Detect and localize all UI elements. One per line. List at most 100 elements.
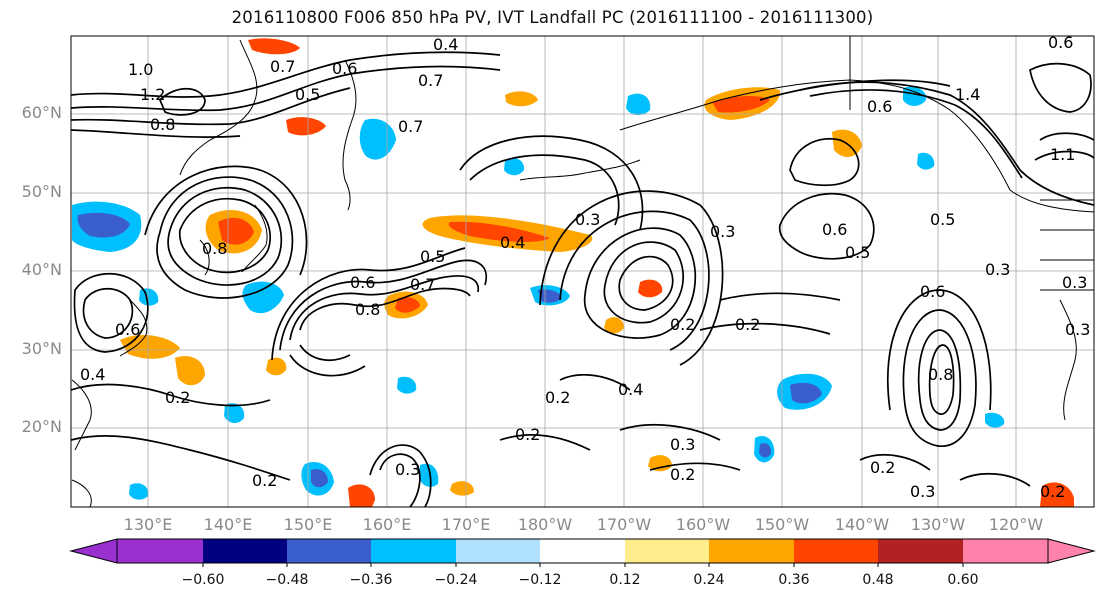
- negative-anomaly-patch: [759, 443, 772, 458]
- contour-label: 0.3: [910, 482, 935, 501]
- contour-label: 0.6: [822, 220, 847, 239]
- contour-label: 0.6: [115, 320, 140, 339]
- positive-anomaly-patch: [604, 317, 624, 334]
- positive-anomaly-patch: [1040, 482, 1074, 507]
- negative-anomaly-patch: [504, 158, 525, 176]
- contour-label: 0.2: [670, 465, 695, 484]
- map-frame: [70, 35, 1095, 508]
- contour-label: 0.3: [1062, 273, 1087, 292]
- contour-label: 0.2: [670, 315, 695, 334]
- positive-anomaly-patch: [638, 279, 663, 298]
- colorbar-tick-label: 0.36: [778, 572, 810, 588]
- colorbar-tick-label: −0.48: [265, 572, 309, 588]
- positive-anomaly-patch: [450, 481, 474, 496]
- positive-anomaly-patch: [712, 96, 770, 113]
- contour-label: 0.5: [930, 210, 955, 229]
- contour-lines: [71, 51, 1094, 507]
- contour-label: 0.3: [1065, 320, 1090, 339]
- negative-anomaly-patch: [224, 403, 245, 424]
- contour-label: 0.8: [202, 239, 227, 258]
- contour-label: 1.0: [128, 60, 153, 79]
- negative-anomaly-patch: [538, 289, 562, 303]
- lon-label: 160°W: [675, 515, 731, 534]
- lon-label: 130°W: [910, 515, 966, 534]
- contour-label: 0.3: [985, 260, 1010, 279]
- positive-anomaly-patch: [286, 117, 326, 136]
- contour-value-labels: 1.0 0.7 0.4 0.7 0.6 0.5 0.8 1.2 0.7 0.3 …: [80, 35, 1090, 501]
- colorbar-segment: [878, 539, 963, 563]
- colorbar-segment: [287, 539, 371, 563]
- colorbar-segment: [456, 539, 540, 563]
- colorbar-segment: [117, 539, 203, 563]
- colorbar-segment: [625, 539, 709, 563]
- contour-label: 0.6: [920, 282, 945, 301]
- colorbar-frame: [116, 538, 1049, 564]
- lat-label-20n: 20°N: [21, 417, 62, 436]
- negative-anomaly-patch: [397, 376, 417, 394]
- contour-label: 0.4: [618, 380, 643, 399]
- colorbar-tick-label: 0.60: [947, 572, 979, 588]
- positive-anomaly-patch: [448, 221, 550, 242]
- colorbar-segment: [371, 539, 456, 563]
- colorbar-min-extension: [69, 538, 118, 564]
- negative-anomaly-patch: [129, 483, 149, 500]
- positive-anomaly-patch: [248, 38, 300, 55]
- contour-label: 0.5: [845, 243, 870, 262]
- colorbar: [69, 538, 1096, 567]
- contour-label: 0.8: [355, 300, 380, 319]
- contour-label: 0.7: [418, 71, 443, 90]
- contour-label: 0.4: [433, 35, 458, 54]
- contour-label: 0.2: [735, 315, 760, 334]
- colorbar-tick-label: 0.48: [862, 572, 894, 588]
- contour-label: 0.4: [80, 365, 105, 384]
- contour-label: 0.3: [395, 460, 420, 479]
- colorbar-tick-label: −0.60: [181, 572, 225, 588]
- contour-label: 0.3: [710, 222, 735, 241]
- colorbar-tick-label: 0.24: [693, 572, 725, 588]
- negative-anomaly-patch: [419, 463, 439, 487]
- lon-label: 170°W: [596, 515, 652, 534]
- lat-label-40n: 40°N: [21, 260, 62, 279]
- positive-anomaly-patch: [348, 484, 375, 507]
- contour-label: 0.3: [575, 210, 600, 229]
- contour-label: 0.2: [870, 458, 895, 477]
- colorbar-tick-label: −0.36: [349, 572, 393, 588]
- colorbar-segment: [709, 539, 794, 563]
- colorbar-tick-label: 0.12: [609, 572, 641, 588]
- contour-label: 0.2: [545, 388, 570, 407]
- contour-label: 0.3: [670, 435, 695, 454]
- positive-anomaly-patch: [120, 334, 180, 359]
- positive-anomaly-patch: [266, 357, 287, 376]
- contour-label: 1.4: [955, 85, 980, 104]
- lon-label: 150°W: [754, 515, 810, 534]
- lon-label: 140°E: [203, 515, 253, 534]
- colorbar-tick-label: −0.24: [434, 572, 478, 588]
- contour-label: 1.2: [140, 85, 165, 104]
- contour-label: 0.6: [332, 59, 357, 78]
- contour-label: 0.4: [500, 233, 525, 252]
- lat-label-60n: 60°N: [21, 103, 62, 122]
- positive-anomaly-patch: [175, 355, 205, 386]
- positive-anomaly-patch: [395, 297, 420, 313]
- colorbar-segment: [794, 539, 878, 563]
- contour-label: 0.8: [928, 365, 953, 384]
- contour-label: 0.2: [252, 471, 277, 490]
- contour-label: 0.7: [270, 57, 295, 76]
- positive-anomaly-patch: [648, 455, 672, 472]
- contour-label: 0.8: [150, 115, 175, 134]
- colorbar-segment: [540, 539, 625, 563]
- colorbar-segment: [963, 539, 1048, 563]
- lat-label-50n: 50°N: [21, 182, 62, 201]
- lon-label: 180°W: [517, 515, 573, 534]
- contour-label: 0.7: [410, 275, 435, 294]
- positive-anomaly-patch: [218, 217, 254, 245]
- contour-label: 0.7: [398, 117, 423, 136]
- map-title: 2016110800 F006 850 hPa PV, IVT Landfall…: [231, 8, 874, 27]
- map-panel: 1.0 0.7 0.4 0.7 0.6 0.5 0.8 1.2 0.7 0.3 …: [71, 35, 1094, 507]
- lon-label: 140°W: [834, 515, 890, 534]
- negative-anomaly-patch: [242, 281, 284, 314]
- lon-label: 130°E: [123, 515, 173, 534]
- negative-anomaly-patch: [626, 93, 651, 116]
- lon-label: 150°E: [283, 515, 333, 534]
